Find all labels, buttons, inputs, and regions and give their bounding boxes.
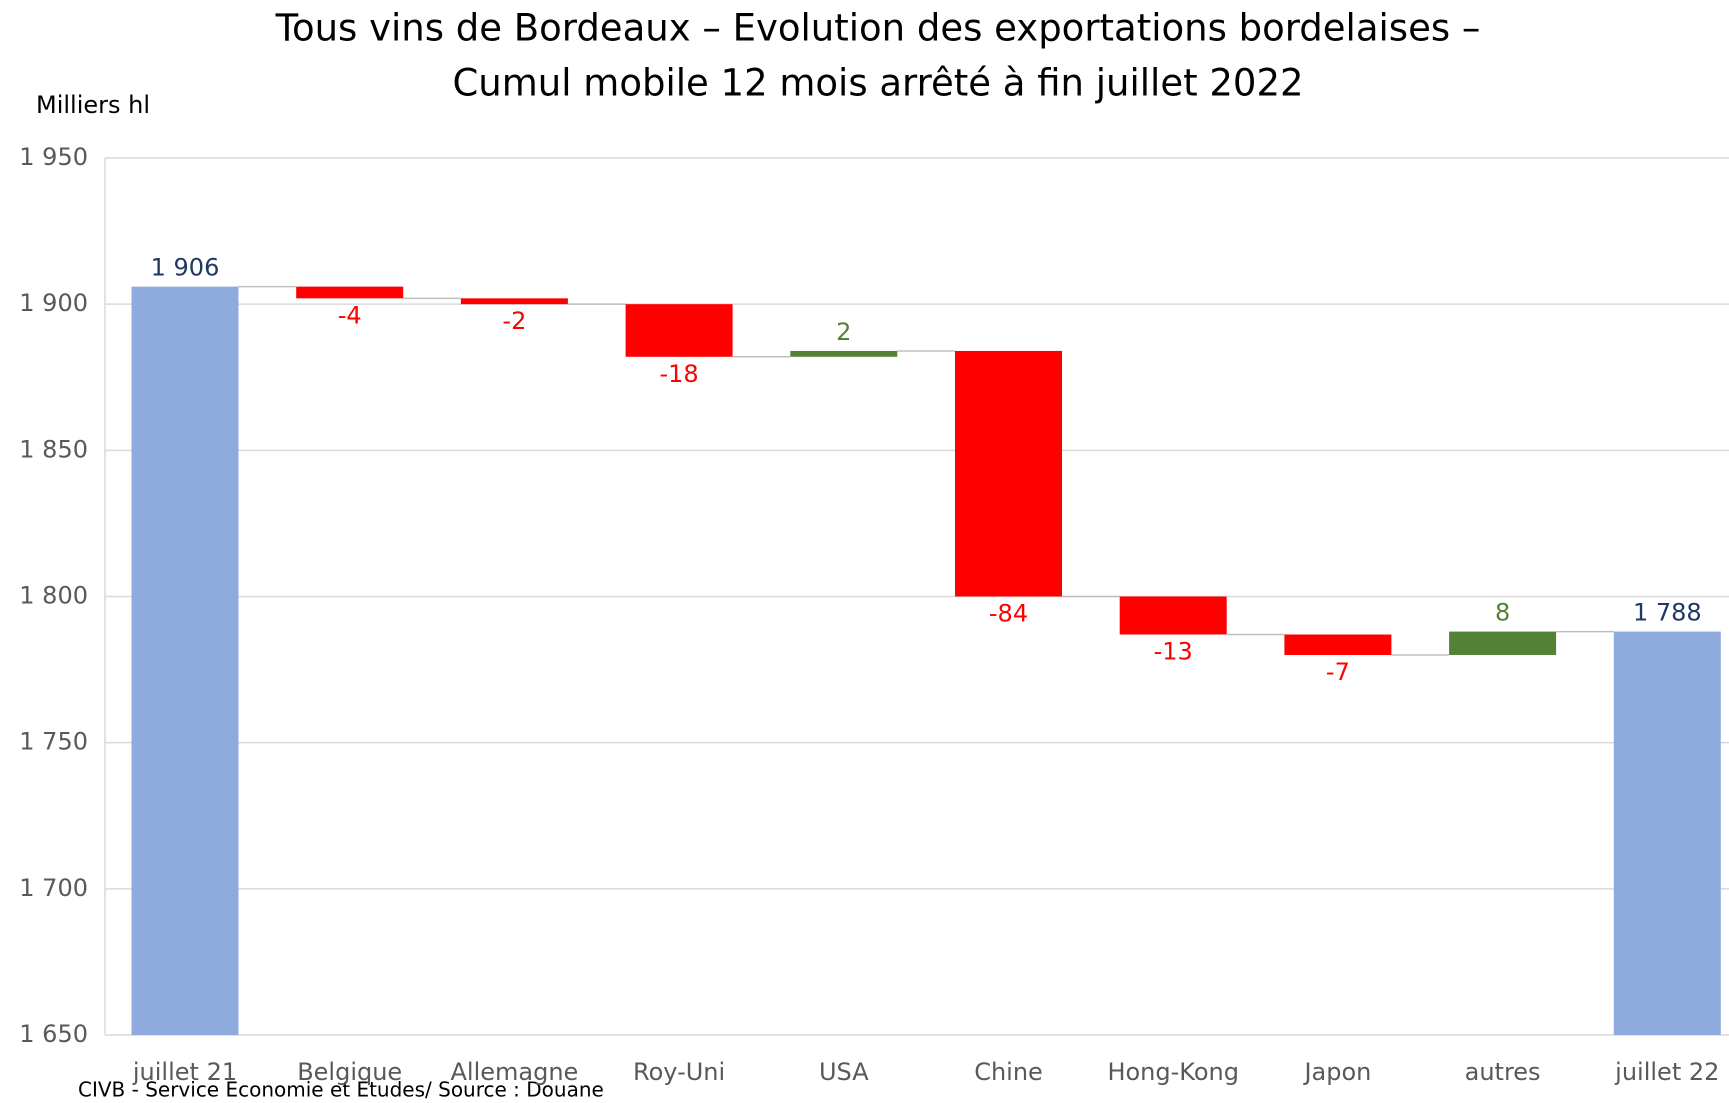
y-tick-label: 1 800 xyxy=(19,582,88,610)
data-label: 2 xyxy=(836,318,851,346)
data-label: 1 906 xyxy=(151,254,220,282)
chart-title: Cumul mobile 12 mois arrêté à fin juille… xyxy=(452,62,1303,105)
data-label: 8 xyxy=(1495,599,1510,627)
x-tick-label: juillet 22 xyxy=(1614,1058,1719,1086)
x-tick-label: USA xyxy=(819,1058,869,1086)
data-label: -13 xyxy=(1154,638,1193,666)
y-tick-label: 1 900 xyxy=(19,289,88,317)
data-label: -2 xyxy=(502,307,526,335)
y-tick-label: 1 750 xyxy=(19,728,88,756)
bar xyxy=(296,286,404,299)
bar xyxy=(1119,596,1227,635)
bar xyxy=(131,286,239,1035)
x-tick-label: Hong-Kong xyxy=(1107,1058,1239,1086)
bar xyxy=(955,350,1062,597)
bar xyxy=(790,350,898,357)
data-label: -84 xyxy=(989,600,1028,628)
data-label: -4 xyxy=(338,301,362,329)
bar xyxy=(1449,631,1557,655)
chart-title: Tous vins de Bordeaux – Evolution des ex… xyxy=(275,7,1481,50)
x-tick-label: Chine xyxy=(974,1058,1043,1086)
x-tick-label: Belgique xyxy=(297,1058,402,1086)
y-tick-label: 1 700 xyxy=(19,874,88,902)
x-tick-label: Allemagne xyxy=(450,1058,578,1086)
bar xyxy=(1284,634,1392,655)
x-tick-label: Japon xyxy=(1302,1058,1371,1086)
x-tick-label: juillet 21 xyxy=(132,1058,237,1086)
bar xyxy=(1613,631,1721,1035)
y-axis-label: Milliers hl xyxy=(36,91,150,119)
y-tick-label: 1 650 xyxy=(19,1020,88,1048)
bar xyxy=(460,298,568,305)
y-tick-label: 1 850 xyxy=(19,435,88,463)
data-label: -7 xyxy=(1326,658,1350,686)
x-tick-label: Roy-Uni xyxy=(633,1058,725,1086)
data-label: -18 xyxy=(659,360,698,388)
source-note: CIVB - Service Economie et Etudes/ Sourc… xyxy=(78,1078,604,1102)
data-label: 1 788 xyxy=(1633,599,1702,627)
y-tick-label: 1 950 xyxy=(19,143,88,171)
bar xyxy=(625,304,733,357)
x-tick-label: autres xyxy=(1465,1058,1541,1086)
